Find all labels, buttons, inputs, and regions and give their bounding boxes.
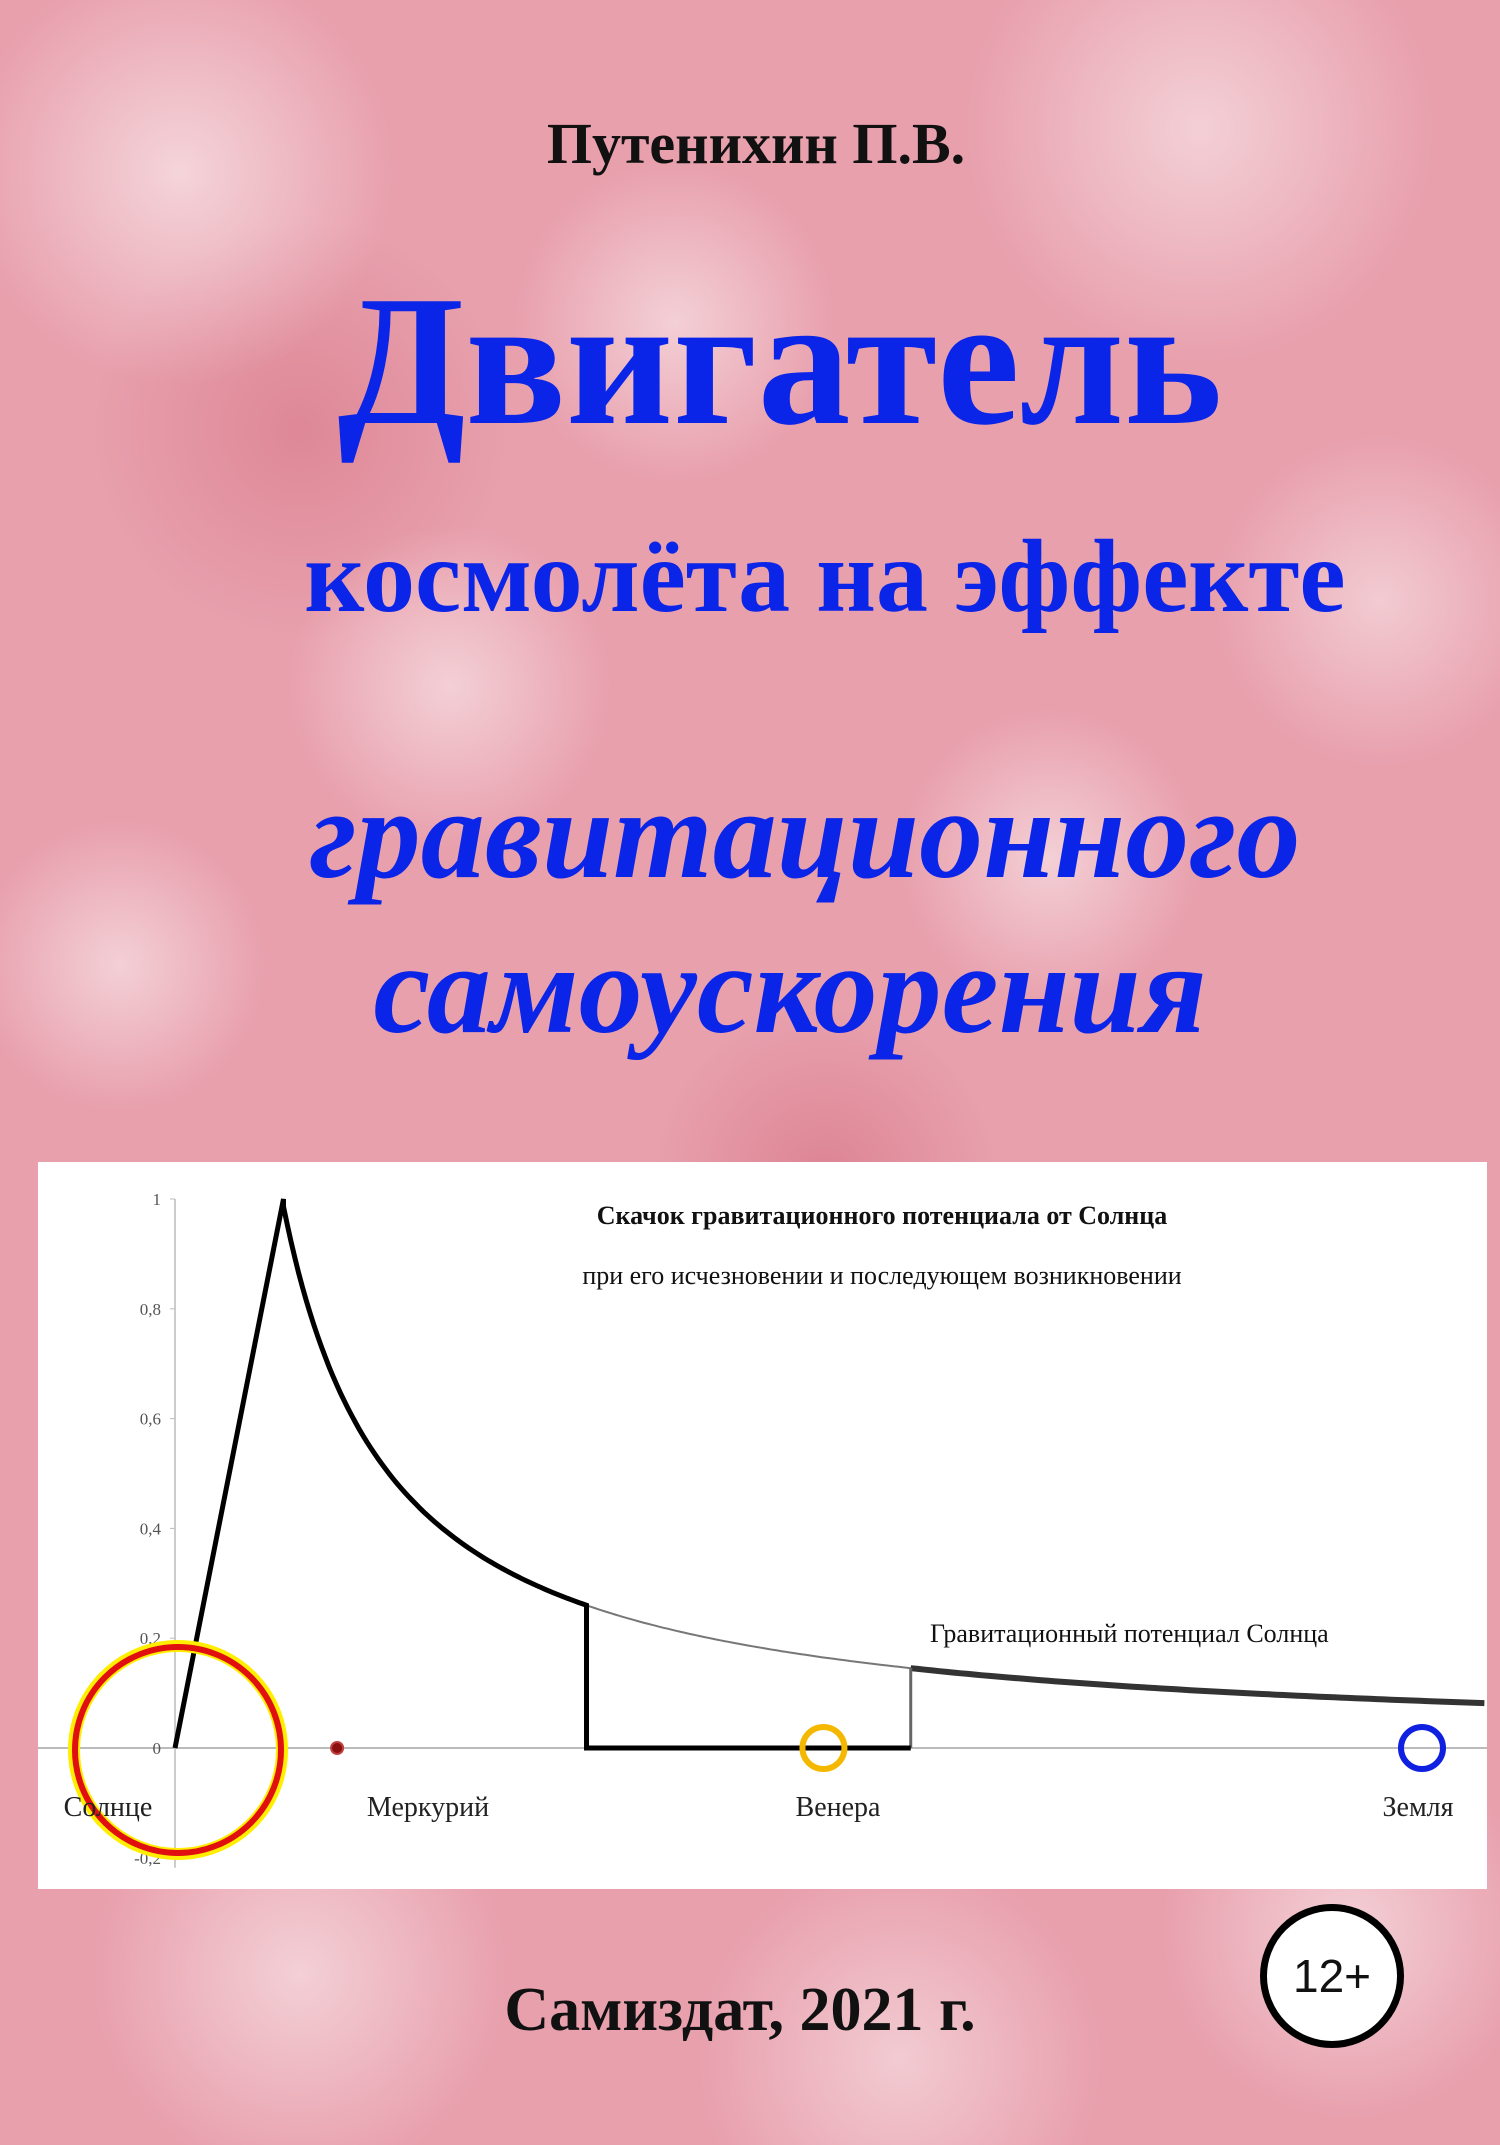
mercury-dot xyxy=(330,1741,345,1755)
chart-subtitle: при его исчезновении и последующем возни… xyxy=(582,1261,1181,1290)
title-line-3: гравитационного xyxy=(309,763,1301,905)
y-tick-label: 0,6 xyxy=(140,1410,161,1429)
author: Путенихин П.В. xyxy=(546,111,966,176)
sun-circle xyxy=(72,1644,284,1856)
y-tick-label: 1 xyxy=(153,1190,162,1209)
curve-label: Гравитационный потенциал Солнца xyxy=(930,1619,1329,1648)
potential-curve-thin xyxy=(586,1604,911,1670)
y-tick-label: 0,8 xyxy=(140,1300,161,1319)
chart-title: Скачок гравитационного потенциала от Сол… xyxy=(597,1201,1168,1230)
title-line-1: Двигатель xyxy=(337,258,1223,464)
potential-curve xyxy=(910,1665,1485,1707)
venus-ring xyxy=(799,1724,848,1772)
title-line-4: самоускорения xyxy=(373,918,1207,1060)
title-line-2: космолёта на эффекте xyxy=(304,519,1346,634)
planet-label: Венера xyxy=(796,1792,882,1823)
y-tick-label: 0,4 xyxy=(140,1519,162,1538)
chart-panel: -0,2 0 0,2 0,4 0,6 0,8 1 Скачок гравитационног… xyxy=(38,1162,1487,1889)
age-rating-badge: 12+ xyxy=(1260,1904,1404,2048)
chart: -0,200,20,40,60,81 Скачок гравитационног… xyxy=(38,1190,1487,1868)
planet-label: Солнце xyxy=(64,1792,153,1823)
y-tick-label: 0 xyxy=(153,1739,162,1758)
planet-label: Меркурий xyxy=(367,1792,489,1823)
earth-ring xyxy=(1398,1724,1446,1772)
publisher: Самиздат, 2021 г. xyxy=(504,1976,976,2044)
planet-label: Земля xyxy=(1382,1792,1453,1823)
jump-line xyxy=(172,1198,911,1751)
